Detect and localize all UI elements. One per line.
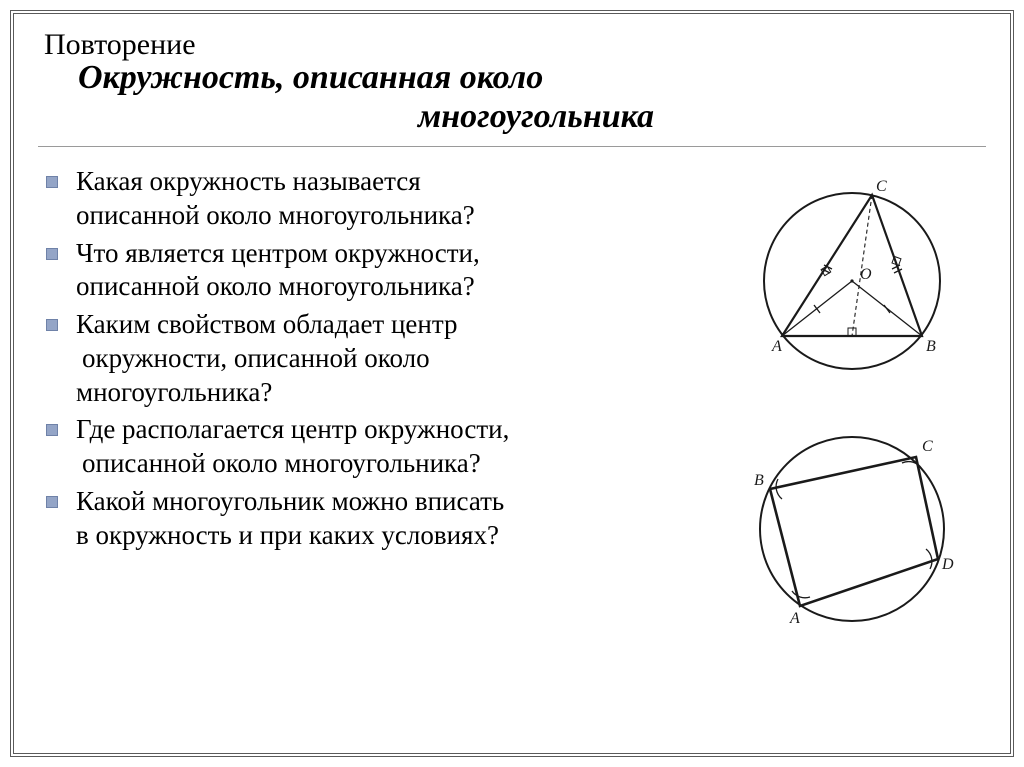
question-text: Где располагается центр окружности, опис… [76,413,509,481]
list-item: Где располагается центр окружности, опис… [46,413,718,481]
q-line: Какой многоугольник можно вписать [76,486,504,516]
q-line: описанной около многоугольника? [76,200,475,230]
triangle-circumscribed-figure: A B C O [742,171,962,391]
bullet-icon [46,424,58,436]
question-text: Что является центром окружности, описанн… [76,237,480,305]
center-label-O: O [860,266,872,283]
list-item: Каким свойством обладает центр окружност… [46,308,718,409]
vertex-label-C: C [922,438,933,455]
question-text: Какой многоугольник можно вписать в окру… [76,485,504,553]
q-line: Где располагается центр окружности, [76,414,509,444]
q-line: в окружность и при каких условиях? [76,520,499,550]
vertex-label-A: A [789,610,800,627]
title-block: Окружность, описанная около многоугольни… [38,58,986,147]
figures-column: A B C O A B [718,165,986,639]
list-item: Какая окружность называется описанной ок… [46,165,718,233]
title-line-2: многоугольника [78,97,986,136]
bullet-icon [46,176,58,188]
question-text: Какая окружность называется описанной ок… [76,165,475,233]
body-area: Какая окружность называется описанной ок… [38,165,986,639]
bullet-icon [46,319,58,331]
question-text: Каким свойством обладает центр окружност… [76,308,458,409]
list-item: Какой многоугольник можно вписать в окру… [46,485,718,553]
q-line: описанной около многоугольника? [76,447,509,481]
vertex-label-B: B [754,472,764,489]
list-item: Что является центром окружности, описанн… [46,237,718,305]
q-line: окружности, описанной около [76,342,458,376]
q-line: Каким свойством обладает центр [76,309,458,339]
q-line: Какая окружность называется [76,166,421,196]
quad-circumscribed-figure: A B C D [742,419,962,639]
bullet-icon [46,496,58,508]
q-line: описанной около многоугольника? [76,271,475,301]
q-line: Что является центром окружности, [76,238,480,268]
question-list: Какая окружность называется описанной ок… [38,165,718,639]
title-line-1: Окружность, описанная около [78,58,986,97]
vertex-label-C: C [876,178,887,195]
vertex-label-B: B [926,338,936,355]
vertex-label-D: D [941,556,954,573]
q-line: многоугольника? [76,377,272,407]
slide-frame: Повторение Окружность, описанная около м… [10,10,1014,757]
supertitle: Повторение [44,28,986,62]
vertex-label-A: A [771,338,782,355]
bullet-icon [46,248,58,260]
